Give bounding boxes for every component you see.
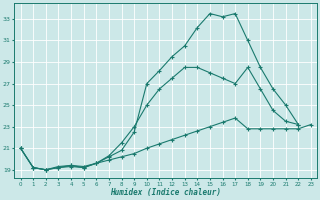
X-axis label: Humidex (Indice chaleur): Humidex (Indice chaleur)	[110, 188, 221, 197]
